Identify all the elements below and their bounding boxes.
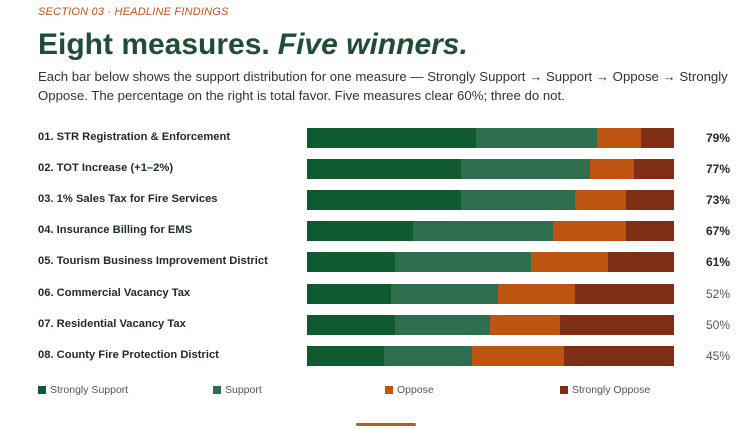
legend-label: Strongly Oppose: [572, 384, 651, 396]
bar-segment-oppose: [530, 252, 608, 273]
stacked-bar: [307, 283, 674, 304]
bar-segment-strongly-support: [307, 221, 414, 242]
legend-item: Oppose: [385, 384, 434, 396]
bar-segment-strongly-support: [307, 128, 476, 148]
bar-segment-oppose: [596, 128, 641, 148]
bar-row: 01. STR Registration & Enforcement 79%: [0, 128, 750, 148]
bar-row: 03. 1% Sales Tax for Fire Services 73%: [0, 190, 750, 211]
page-subtitle: Each bar below shows the support distrib…: [38, 69, 728, 103]
legend-item: Strongly Oppose: [560, 384, 650, 396]
bar-segment-strongly-support: [307, 314, 396, 335]
bar-segment-support: [413, 221, 553, 242]
stacked-bar: [307, 252, 674, 273]
title-main: Eight measures.: [38, 28, 270, 61]
total-favor-label: 50%: [706, 317, 731, 332]
legend-item: Support: [213, 384, 262, 396]
stacked-bar: [307, 314, 674, 335]
total-favor-label: 77%: [706, 162, 731, 177]
stacked-bar: [307, 128, 674, 148]
stacked-bar: [307, 159, 674, 180]
legend-label: Support: [225, 384, 262, 396]
stacked-bar: [307, 221, 674, 242]
bar-segment-strongly-support: [307, 190, 462, 211]
bar-row: 02. TOT Increase (+1–2%) 77%: [0, 159, 750, 180]
page-title: Eight measures. Five winners.: [38, 28, 468, 62]
total-favor-label: 61%: [706, 255, 731, 270]
bar-row: 06. Commercial Vacancy Tax 52%: [0, 283, 750, 304]
total-favor-label: 67%: [706, 224, 731, 239]
page-indicator: [356, 423, 416, 426]
bar-segment-strongly-oppose: [574, 283, 674, 304]
stacked-bar: [307, 345, 674, 366]
row-label: 07. Residential Vacancy Tax: [38, 317, 186, 330]
bar-row: 07. Residential Vacancy Tax 50%: [0, 314, 750, 335]
bar-segment-strongly-oppose: [626, 221, 674, 242]
row-label: 08. County Fire Protection District: [38, 348, 219, 361]
row-label: 04. Insurance Billing for EMS: [38, 224, 193, 237]
bar-segment-strongly-oppose: [563, 345, 674, 366]
total-favor-label: 52%: [706, 286, 731, 301]
bar-segment-support: [395, 252, 531, 273]
legend-swatch: [385, 386, 393, 394]
legend-swatch: [38, 386, 46, 394]
row-label: 05. Tourism Business Improvement Distric…: [38, 255, 268, 268]
legend-item: Strongly Support: [38, 384, 128, 396]
bar-row: 08. County Fire Protection District 45%: [0, 345, 750, 366]
bar-segment-strongly-oppose: [626, 190, 674, 211]
bar-segment-strongly-oppose: [633, 159, 674, 180]
legend-swatch: [213, 386, 221, 394]
bar-row: 05. Tourism Business Improvement Distric…: [0, 252, 750, 273]
title-emphasis: Five winners.: [277, 28, 468, 61]
bar-segment-oppose: [589, 159, 634, 180]
bar-segment-strongly-support: [307, 345, 385, 366]
bar-segment-support: [395, 314, 491, 335]
row-label: 01. STR Registration & Enforcement: [38, 131, 231, 143]
bar-segment-strongly-oppose: [640, 128, 674, 148]
total-favor-label: 79%: [706, 131, 731, 145]
total-favor-label: 45%: [706, 348, 731, 363]
legend-swatch: [560, 386, 568, 394]
bar-segment-support: [461, 190, 575, 211]
bar-segment-oppose: [490, 314, 561, 335]
bar-segment-support: [475, 128, 597, 148]
legend-label: Strongly Support: [50, 384, 129, 396]
total-favor-label: 73%: [706, 193, 731, 208]
bar-segment-support: [384, 345, 473, 366]
row-label: 03. 1% Sales Tax for Fire Services: [38, 193, 218, 206]
bar-segment-strongly-oppose: [607, 252, 674, 273]
row-label: 02. TOT Increase (+1–2%): [38, 162, 174, 175]
bar-row: 04. Insurance Billing for EMS 67%: [0, 221, 750, 242]
bar-segment-oppose: [497, 283, 575, 304]
bar-segment-oppose: [552, 221, 627, 242]
bar-segment-support: [391, 283, 498, 304]
bar-segment-strongly-support: [307, 283, 392, 304]
bar-segment-oppose: [472, 345, 564, 366]
chart-legend: Strongly Support Support Oppose Strongly Op…: [38, 384, 718, 398]
bar-segment-strongly-oppose: [560, 314, 674, 335]
row-label: 06. Commercial Vacancy Tax: [38, 286, 191, 299]
bar-segment-oppose: [574, 190, 627, 211]
bar-segment-strongly-support: [307, 159, 462, 180]
stacked-bar: [307, 190, 674, 211]
bar-segment-strongly-support: [307, 252, 396, 273]
legend-label: Oppose: [397, 384, 434, 396]
section-eyebrow: SECTION 03 · HEADLINE FINDINGS: [38, 6, 229, 18]
bar-segment-support: [461, 159, 590, 180]
